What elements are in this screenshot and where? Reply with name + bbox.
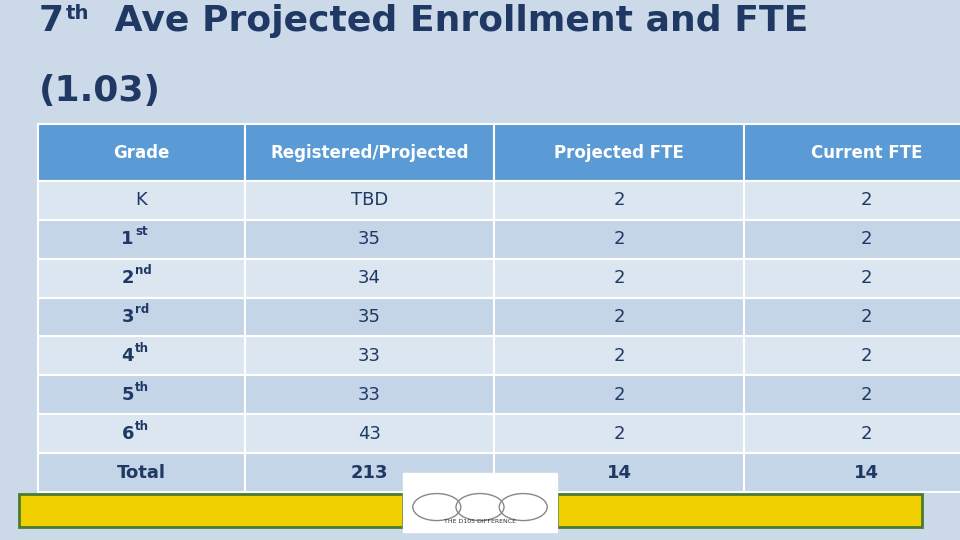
Text: th: th <box>134 381 149 394</box>
Text: 2: 2 <box>861 308 872 326</box>
Text: 4: 4 <box>121 347 133 365</box>
Bar <box>494 124 744 181</box>
Text: th: th <box>134 420 149 433</box>
Text: Total: Total <box>117 463 166 482</box>
Text: 33: 33 <box>358 386 381 404</box>
Bar <box>494 375 744 414</box>
Text: 1: 1 <box>121 230 133 248</box>
Text: Ave Projected Enrollment and FTE: Ave Projected Enrollment and FTE <box>102 4 808 38</box>
Text: 43: 43 <box>358 424 381 443</box>
Text: 2: 2 <box>613 386 625 404</box>
Text: 2: 2 <box>613 269 625 287</box>
Text: TBD: TBD <box>351 191 388 210</box>
Text: 2: 2 <box>861 230 872 248</box>
Text: 2: 2 <box>613 191 625 210</box>
Bar <box>744 298 960 336</box>
Text: 35: 35 <box>358 230 381 248</box>
Text: 34: 34 <box>358 269 381 287</box>
Bar <box>744 336 960 375</box>
Bar <box>494 453 744 492</box>
Text: Projected FTE: Projected FTE <box>554 144 684 161</box>
Bar <box>19 494 403 526</box>
Bar <box>494 414 744 453</box>
Bar <box>38 124 245 181</box>
Text: 35: 35 <box>358 308 381 326</box>
Bar <box>38 414 245 453</box>
Bar <box>494 181 744 220</box>
Bar <box>744 375 960 414</box>
Text: 213: 213 <box>350 463 389 482</box>
Text: 6: 6 <box>121 424 133 443</box>
Bar <box>245 181 494 220</box>
Bar <box>744 259 960 298</box>
Text: 14: 14 <box>853 463 879 482</box>
Text: (1.03): (1.03) <box>38 74 160 108</box>
Text: 33: 33 <box>358 347 381 365</box>
Bar <box>38 298 245 336</box>
Text: 3: 3 <box>121 308 133 326</box>
Text: K: K <box>135 191 148 210</box>
Bar <box>245 298 494 336</box>
Bar <box>403 472 557 532</box>
Text: 2: 2 <box>861 386 872 404</box>
Text: nd: nd <box>134 264 152 277</box>
Bar <box>245 259 494 298</box>
Bar <box>744 453 960 492</box>
Bar <box>245 414 494 453</box>
Text: 2: 2 <box>121 269 133 287</box>
Bar <box>38 336 245 375</box>
Bar <box>38 375 245 414</box>
Text: 2: 2 <box>613 308 625 326</box>
Text: 2: 2 <box>613 347 625 365</box>
Bar <box>245 453 494 492</box>
Bar <box>494 259 744 298</box>
Text: 5: 5 <box>121 386 133 404</box>
Text: Grade: Grade <box>113 144 170 161</box>
Bar <box>744 220 960 259</box>
Text: th: th <box>134 342 149 355</box>
Text: Current FTE: Current FTE <box>810 144 923 161</box>
Text: 2: 2 <box>613 424 625 443</box>
Bar <box>744 414 960 453</box>
Bar <box>744 124 960 181</box>
Bar <box>494 220 744 259</box>
Text: 2: 2 <box>861 269 872 287</box>
Text: THE D105 DIFFERENCE: THE D105 DIFFERENCE <box>444 519 516 524</box>
Bar <box>557 494 922 526</box>
Bar <box>494 298 744 336</box>
Bar <box>245 220 494 259</box>
Text: rd: rd <box>134 303 149 316</box>
Text: 2: 2 <box>613 230 625 248</box>
Text: 14: 14 <box>607 463 632 482</box>
Bar <box>38 181 245 220</box>
Bar <box>245 124 494 181</box>
Bar <box>245 336 494 375</box>
Bar <box>494 336 744 375</box>
Bar <box>38 220 245 259</box>
Text: 2: 2 <box>861 191 872 210</box>
Text: Registered/Projected: Registered/Projected <box>271 144 468 161</box>
Bar <box>744 181 960 220</box>
Text: 7: 7 <box>38 4 63 38</box>
Bar <box>38 453 245 492</box>
Bar <box>245 375 494 414</box>
Text: th: th <box>65 4 88 23</box>
Text: 2: 2 <box>861 424 872 443</box>
Text: 2: 2 <box>861 347 872 365</box>
Text: st: st <box>134 225 148 238</box>
Bar <box>38 259 245 298</box>
